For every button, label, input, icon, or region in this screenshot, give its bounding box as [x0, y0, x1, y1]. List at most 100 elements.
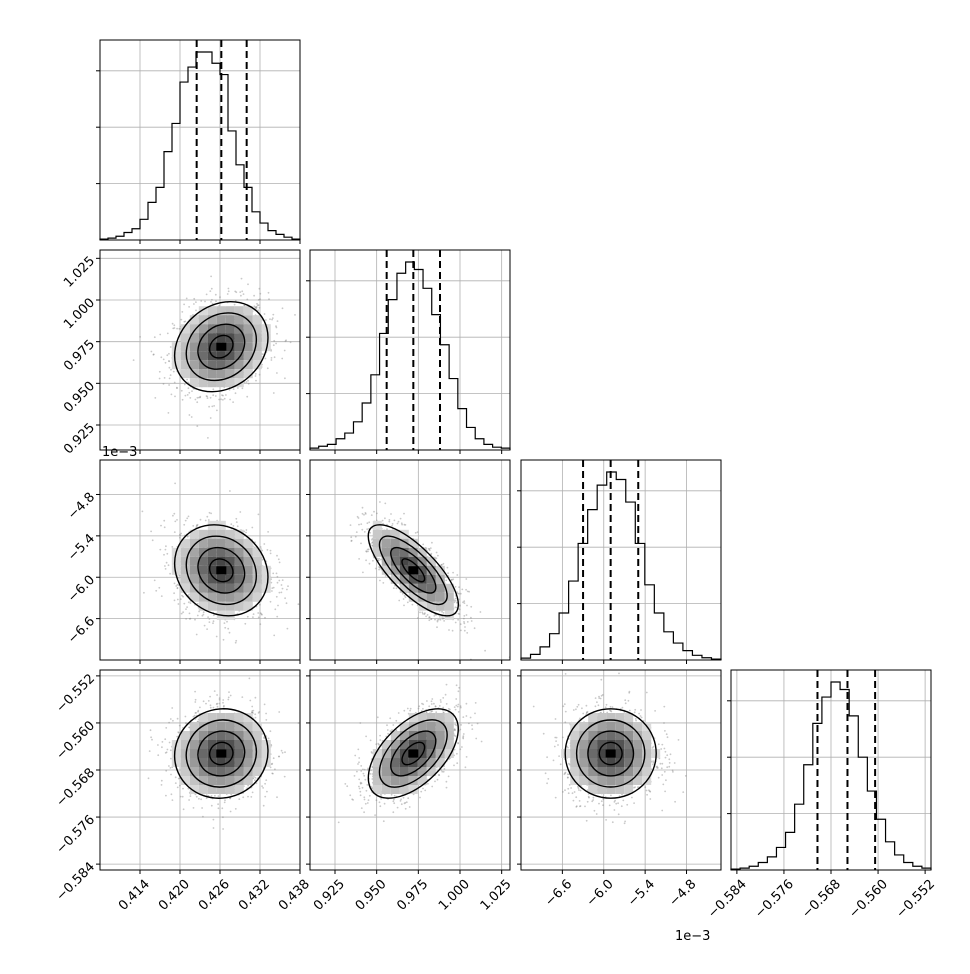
- sample-point: [228, 288, 230, 290]
- sample-point: [375, 568, 377, 570]
- sample-point: [284, 377, 286, 379]
- sample-point: [464, 630, 466, 632]
- sample-point: [458, 593, 460, 595]
- sample-point: [424, 612, 426, 614]
- sample-point: [210, 417, 212, 419]
- density-cell: [391, 539, 400, 548]
- sample-point: [166, 562, 168, 564]
- sample-point: [434, 619, 436, 621]
- sample-point: [443, 563, 445, 565]
- density-cell: [181, 557, 190, 566]
- sample-point: [172, 515, 174, 517]
- sample-point: [183, 321, 185, 323]
- density-cell: [217, 315, 226, 324]
- sample-point: [218, 399, 220, 401]
- sample-point: [182, 611, 184, 613]
- sample-point: [212, 622, 214, 624]
- sample-point: [213, 827, 215, 829]
- sample-point: [237, 387, 239, 389]
- sample-point: [154, 397, 156, 399]
- sample-point: [173, 513, 175, 515]
- density-cell: [181, 566, 190, 575]
- sample-point: [275, 343, 277, 345]
- sample-point: [466, 614, 468, 616]
- sample-point: [174, 382, 176, 384]
- sample-point: [229, 399, 231, 401]
- sample-point: [165, 545, 167, 547]
- histogram-step: [100, 52, 300, 240]
- density-cell: [244, 324, 253, 333]
- sample-point: [185, 618, 187, 620]
- histogram-panel-0: [96, 40, 300, 244]
- sample-point: [460, 623, 462, 625]
- sample-point: [182, 399, 184, 401]
- sample-point: [421, 612, 423, 614]
- sample-point: [267, 531, 269, 533]
- sample-point: [467, 621, 469, 623]
- sample-point: [278, 580, 280, 582]
- sample-point: [154, 336, 156, 338]
- sample-point: [180, 598, 182, 600]
- sample-point: [454, 606, 456, 608]
- sample-point: [259, 293, 261, 295]
- sample-point: [170, 749, 172, 751]
- sample-point: [437, 555, 439, 557]
- sample-point: [369, 563, 371, 565]
- sample-point: [215, 395, 217, 397]
- sample-point: [447, 572, 449, 574]
- sample-point: [195, 399, 197, 401]
- sample-point: [405, 596, 407, 598]
- density-cell: [400, 557, 409, 566]
- sample-point: [467, 591, 469, 593]
- sample-point: [189, 414, 191, 416]
- sample-point: [371, 514, 373, 516]
- sample-point: [183, 304, 185, 306]
- sample-point: [209, 290, 211, 292]
- histogram-step: [310, 262, 510, 450]
- density-cell: [217, 593, 226, 602]
- sample-point: [181, 613, 183, 615]
- sample-point: [229, 490, 231, 492]
- sample-point: [169, 378, 171, 380]
- sample-point: [290, 341, 292, 343]
- sample-point: [355, 536, 357, 538]
- sample-point: [174, 531, 176, 533]
- sample-point: [211, 288, 213, 290]
- sample-point: [196, 425, 198, 427]
- sample-point: [287, 585, 289, 587]
- sample-point: [244, 623, 246, 625]
- sample-point: [276, 327, 278, 329]
- sample-point: [271, 590, 273, 592]
- sample-point: [368, 521, 370, 523]
- sample-point: [436, 552, 438, 554]
- sample-point: [204, 625, 206, 627]
- density-cell: [172, 557, 181, 566]
- sample-point: [196, 401, 198, 403]
- sample-point: [183, 603, 185, 605]
- sample-point: [427, 614, 429, 616]
- density-cell: [382, 548, 391, 557]
- sample-point: [165, 362, 167, 364]
- density-cell: [244, 593, 253, 602]
- sample-point: [200, 300, 202, 302]
- sample-point: [211, 795, 213, 797]
- sample-point: [173, 324, 175, 326]
- density-cell: [226, 593, 235, 602]
- sample-point: [287, 628, 289, 630]
- sample-point: [222, 399, 224, 401]
- axes-frame: [100, 40, 300, 240]
- sample-point: [396, 587, 398, 589]
- sample-point: [206, 516, 208, 518]
- sample-point: [243, 293, 245, 295]
- sample-point: [378, 569, 380, 571]
- sample-point: [474, 627, 476, 629]
- sample-point: [385, 575, 387, 577]
- sample-point: [160, 525, 162, 527]
- sample-point: [193, 298, 195, 300]
- sample-point: [203, 611, 205, 613]
- sample-point: [279, 592, 281, 594]
- sample-point: [181, 311, 183, 313]
- sample-point: [224, 398, 226, 400]
- sample-point: [208, 519, 210, 521]
- sample-point: [161, 780, 163, 782]
